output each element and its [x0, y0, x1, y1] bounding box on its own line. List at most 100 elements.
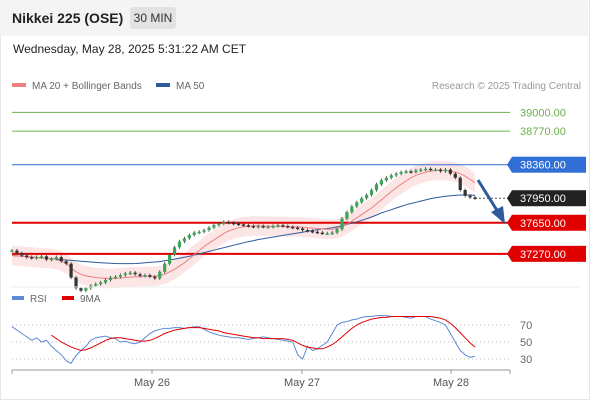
instrument-title: Nikkei 225 (OSE): [12, 10, 124, 26]
timeframe-button[interactable]: 30 MIN: [130, 7, 176, 29]
candle: [59, 257, 63, 262]
level-badge: [512, 245, 586, 262]
candle: [266, 226, 270, 229]
candle: [64, 261, 68, 264]
candle: [143, 275, 147, 277]
candle: [158, 271, 162, 279]
candle: [350, 206, 354, 213]
candle: [271, 226, 275, 228]
candle: [35, 257, 39, 259]
candle: [99, 282, 103, 285]
level-badge: [512, 156, 586, 173]
candle: [49, 258, 54, 261]
candle: [69, 263, 73, 278]
candle: [187, 235, 191, 239]
candle: [192, 232, 196, 236]
candle: [414, 170, 418, 173]
candle: [84, 288, 88, 291]
candle: [419, 169, 423, 172]
candle: [286, 226, 290, 228]
level-label: 37270.00: [520, 249, 566, 261]
candle: [379, 180, 384, 185]
candle: [473, 197, 477, 199]
candle: [94, 284, 98, 286]
ma50-swatch: [156, 83, 170, 88]
candle: [320, 232, 324, 235]
candle: [128, 272, 132, 275]
rsi-swatch: [12, 296, 24, 301]
candle: [182, 238, 186, 242]
candle: [39, 256, 44, 258]
candle: [168, 254, 172, 264]
candle: [108, 277, 113, 280]
candle: [74, 277, 78, 289]
candle: [399, 172, 403, 174]
candle: [468, 195, 472, 198]
candle: [463, 190, 467, 196]
candle: [394, 173, 398, 176]
ma9-swatch: [62, 296, 74, 301]
candle: [222, 221, 226, 224]
candle: [212, 225, 216, 228]
candle: [118, 275, 122, 277]
candle: [261, 226, 265, 228]
candle: [384, 177, 388, 181]
ma20-swatch: [12, 83, 26, 88]
legend-ma20: MA 20 + Bollinger Bands: [12, 81, 142, 92]
forecast-arrow-head: [491, 206, 505, 224]
x-axis-label: May 27: [284, 377, 320, 389]
candle: [360, 198, 364, 203]
candle: [458, 177, 462, 191]
candle: [310, 230, 315, 233]
candle: [25, 255, 29, 258]
candle: [438, 169, 443, 172]
level-badge-pointer: [507, 214, 512, 231]
candle: [246, 225, 251, 227]
candle: [315, 231, 319, 234]
level-label: 37950.00: [520, 193, 566, 205]
candle: [202, 230, 206, 232]
candle: [305, 230, 310, 232]
candle: [374, 184, 379, 191]
rsi-level-label: 70: [520, 320, 532, 332]
candle: [448, 169, 452, 174]
level-label: 38770.00: [520, 126, 566, 138]
candle: [389, 175, 393, 178]
legend-9ma-label: 9MA: [80, 294, 101, 305]
rsi-level-label: 30: [520, 354, 532, 366]
candle: [207, 227, 211, 231]
forecast-arrow-shaft: [476, 179, 500, 213]
candle: [197, 231, 201, 234]
candle: [54, 257, 58, 259]
level-label: 37650.00: [520, 218, 566, 230]
candle: [113, 276, 118, 279]
candle: [355, 202, 359, 207]
legend-rsi: RSI: [12, 294, 47, 305]
ma50-line: [11, 194, 476, 265]
candle: [281, 225, 285, 227]
candle: [123, 273, 127, 276]
level-label: 39000.00: [520, 107, 566, 119]
candle: [340, 218, 344, 230]
candle: [335, 229, 339, 233]
candle: [369, 190, 374, 195]
candle: [241, 224, 246, 226]
candle: [15, 250, 19, 254]
candle: [177, 241, 182, 248]
level-badge: [512, 190, 586, 207]
candle: [296, 227, 300, 230]
candle: [365, 194, 369, 199]
candle: [163, 263, 167, 272]
timestamp: Wednesday, May 28, 2025 5:31:22 AM CET: [13, 42, 247, 56]
legend-9ma: 9MA: [62, 294, 101, 305]
candle: [10, 250, 14, 253]
candle: [443, 169, 448, 172]
x-axis-label: May 26: [134, 377, 170, 389]
candle: [409, 171, 413, 173]
candle: [424, 168, 428, 171]
x-axis-label: May 28: [433, 377, 469, 389]
legend-ma20-label: MA 20 + Bollinger Bands: [32, 81, 142, 92]
candle: [227, 221, 231, 224]
candle: [325, 233, 329, 235]
